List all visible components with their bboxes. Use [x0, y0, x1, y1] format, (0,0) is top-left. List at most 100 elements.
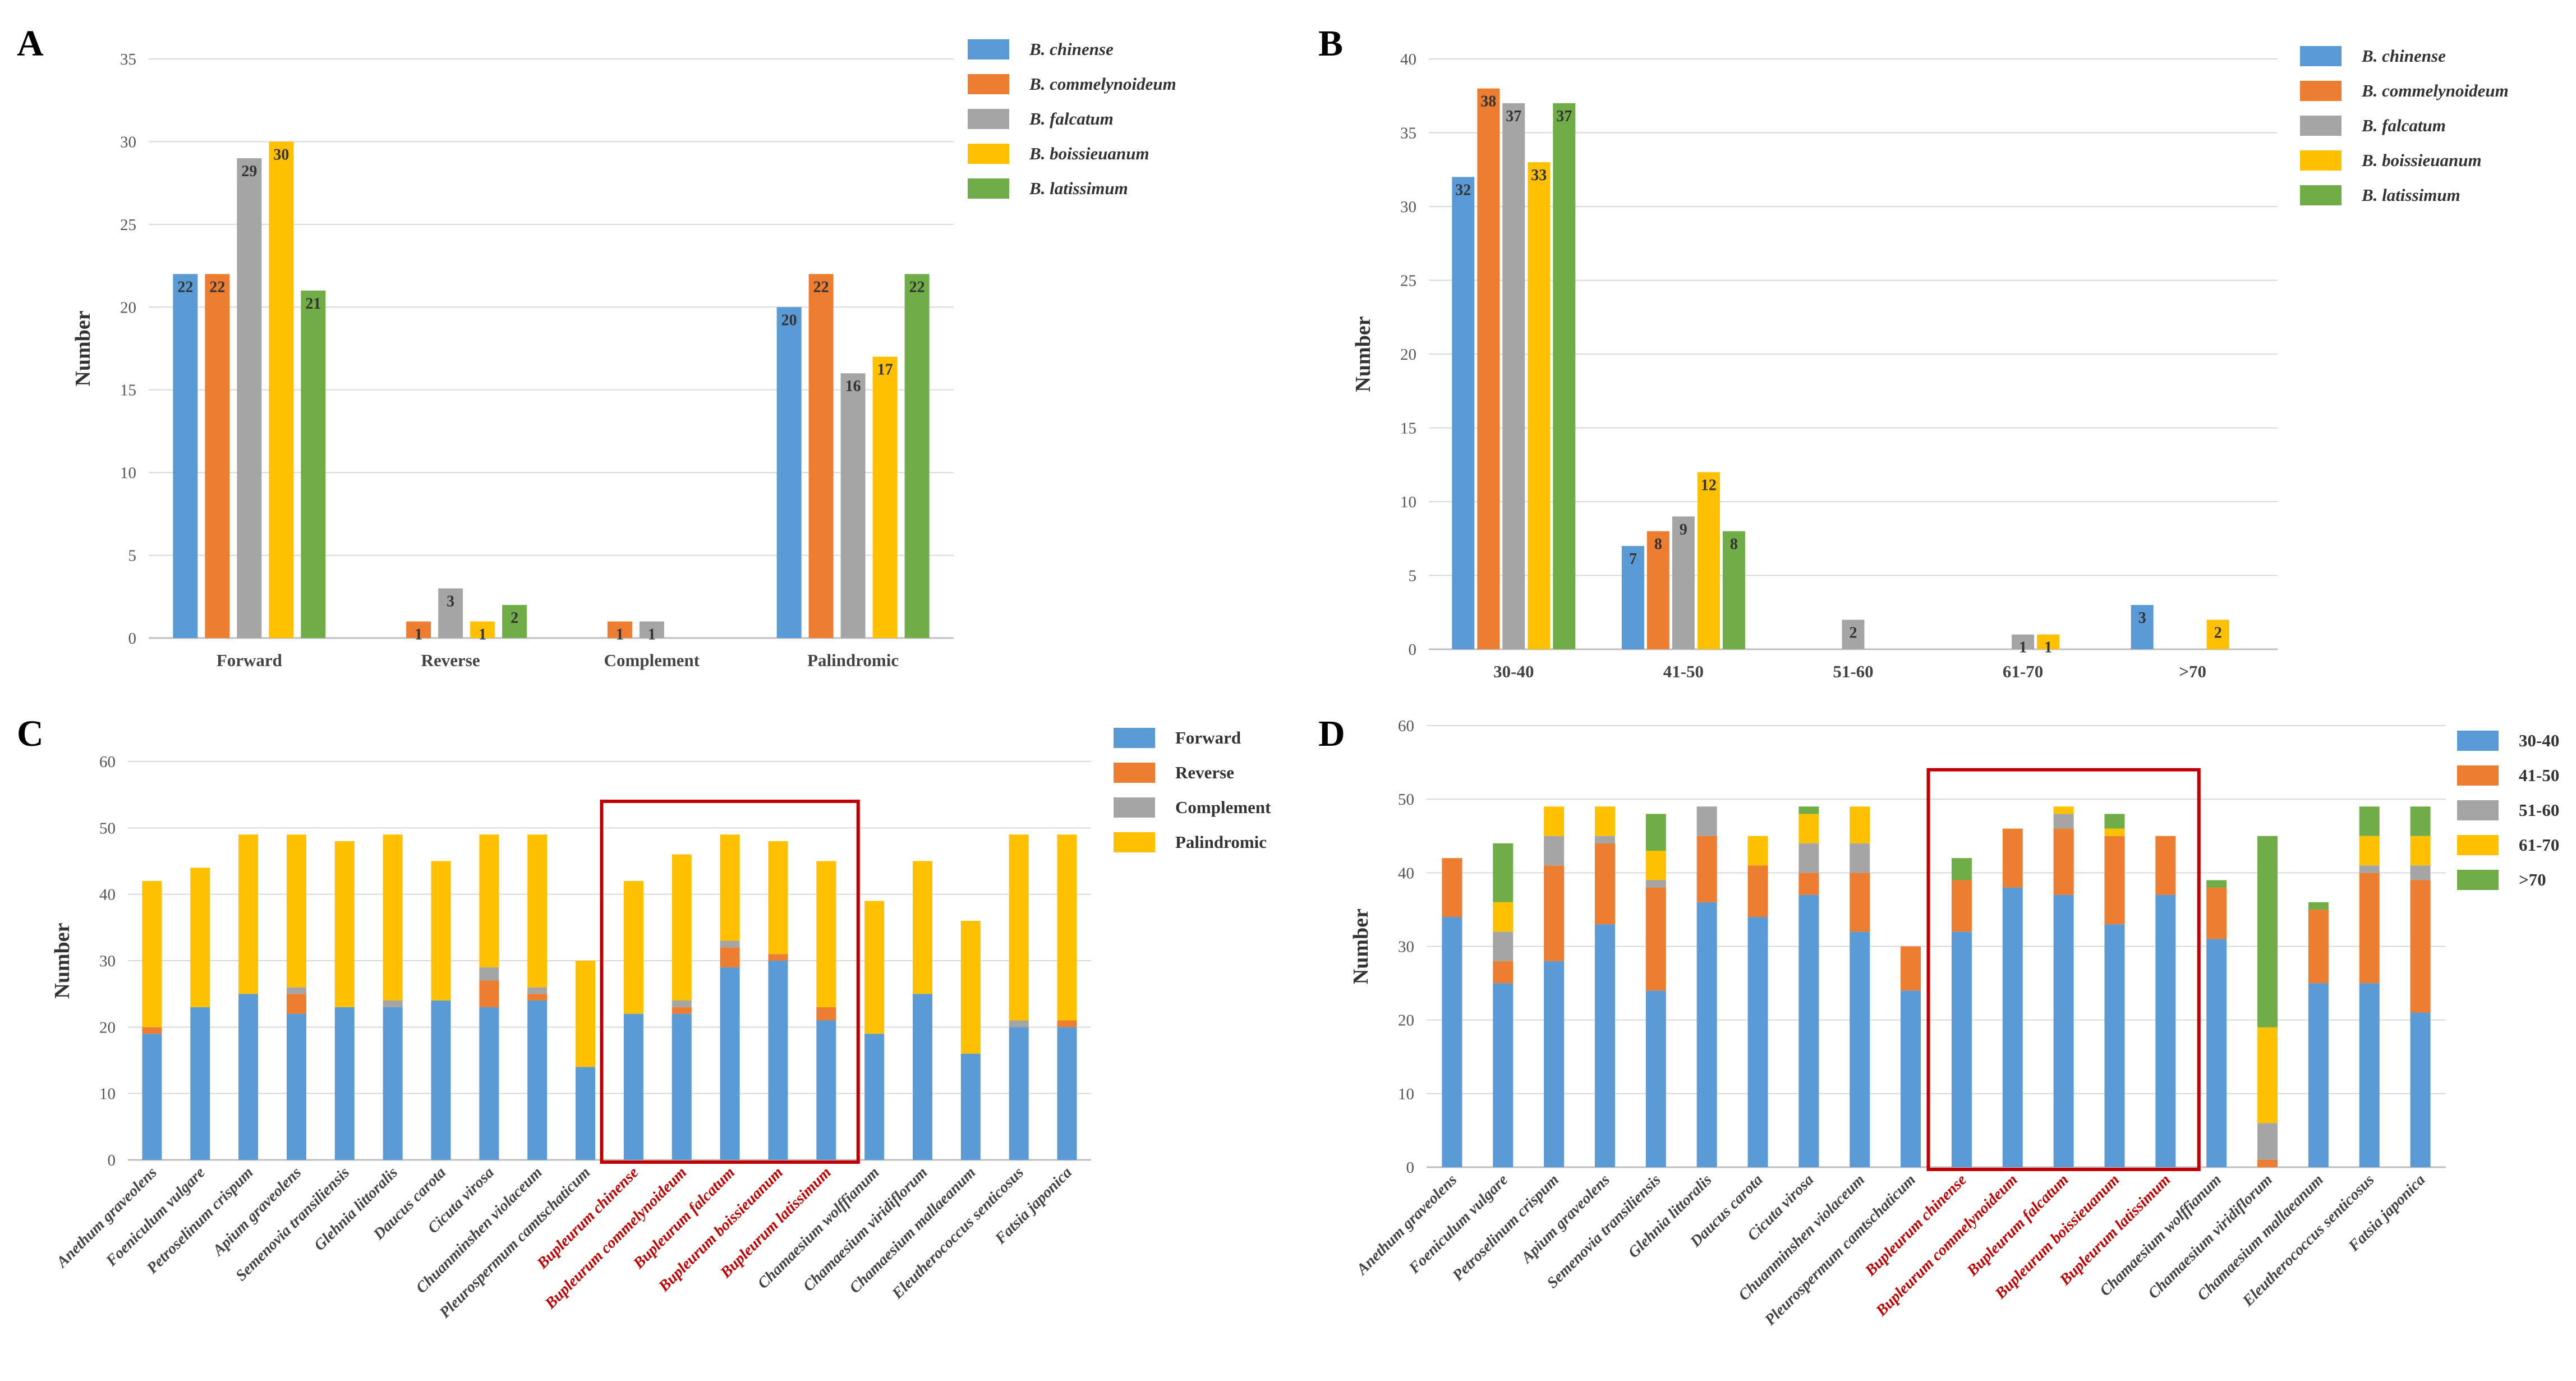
legend-a-item-latissimum: B. latissimum: [968, 178, 1128, 199]
y-tick-label-c: 50: [99, 819, 116, 837]
bar-segment-c: [1009, 1020, 1029, 1027]
y-tick-label-a: 5: [128, 547, 137, 565]
data-label-b: 38: [1480, 93, 1496, 111]
bar-segment-c: [768, 841, 788, 955]
bar-segment-c: [383, 1001, 403, 1007]
y-tick-label-b: 40: [1400, 51, 1416, 68]
bar-segment-d: [2155, 894, 2176, 1167]
bar-segment-c: [479, 1007, 499, 1160]
bar-segment-c: [623, 1013, 643, 1160]
y-tick-label-a: 0: [128, 630, 137, 648]
legend-swatch: [2457, 870, 2499, 890]
bar-segment-c: [720, 834, 740, 941]
y-tick-label-b: 15: [1400, 420, 1416, 438]
bar-segment-c: [479, 834, 499, 967]
legend-swatch: [2300, 116, 2342, 136]
bar-segment-d: [2053, 814, 2074, 829]
bar-a: [904, 274, 930, 638]
panel-a: A 0 5 10 15 20 25 30 35 Number Forward 22 22 29 30 21 R…: [0, 0, 1290, 690]
bar-segment-d: [1901, 990, 1921, 1167]
legend-swatch: [968, 109, 1009, 129]
bar-segment-c: [479, 980, 499, 1007]
legend-c-item-complement: Complement: [1114, 797, 1271, 818]
bar-segment-c: [286, 987, 306, 994]
bar-segment-d: [2257, 836, 2278, 1027]
bar-a: [470, 621, 495, 638]
bar-segment-d: [1850, 932, 1870, 1167]
bar-segment-d: [1798, 806, 1819, 814]
bar-segment-d: [2053, 828, 2074, 895]
bar-segment-c: [1057, 1020, 1077, 1027]
data-label-b: 9: [1680, 521, 1687, 538]
bar-a: [173, 274, 198, 638]
legend-b-item-falcatum: B. falcatum: [2300, 116, 2446, 136]
bar-segment-c: [286, 994, 306, 1014]
data-label-a: 22: [209, 278, 225, 296]
bar-segment-d: [1951, 932, 1972, 1167]
panel-d: D 0 10 20 30 40 50 60 Number Anethum graveolens F…: [1301, 690, 2576, 1381]
bar-a: [607, 621, 632, 638]
data-label-a: 17: [877, 361, 893, 379]
bar-a: [301, 290, 326, 638]
bar-segment-c: [671, 854, 692, 1001]
x-tick-label-d: Anethum graveolens: [1353, 1171, 1460, 1279]
x-tick-label-b: 61-70: [2003, 662, 2043, 681]
bar-segment-d: [1645, 850, 1666, 880]
y-tick-label-c: 0: [108, 1151, 116, 1169]
bar-segment-d: [2308, 983, 2329, 1167]
y-tick-label-d: 30: [1398, 938, 1414, 956]
bar-segment-d: [1594, 836, 1615, 843]
bar-segment-d: [2257, 1159, 2278, 1167]
bar-segment-c: [720, 940, 740, 948]
bar-segment-d: [2410, 836, 2431, 866]
bar-segment-d: [1747, 865, 1768, 917]
bar-segment-d: [2053, 806, 2074, 814]
legend-a-item-boissieuanum: B. boissieuanum: [968, 144, 1149, 164]
data-label-b: 2: [2214, 624, 2222, 641]
bar-a: [237, 158, 262, 638]
bar-segment-d: [1544, 961, 1565, 1167]
bar-segment-c: [334, 841, 355, 1007]
bar-segment-c: [1057, 1027, 1077, 1160]
bar-b: [1502, 103, 1525, 649]
bar-segment-d: [2257, 1027, 2278, 1123]
bar-segment-d: [2308, 909, 2329, 984]
bar-segment-d: [1442, 858, 1462, 917]
bar-segment-d: [2206, 880, 2227, 888]
chart-d: 0 10 20 30 40 50 60 Number Anethum graveolensFoe…: [1349, 717, 2446, 1329]
legend-b-item-commelynoideum: B. commelynoideum: [2300, 81, 2509, 101]
y-tick-label-c: 60: [99, 753, 116, 771]
data-label-a: 29: [241, 163, 257, 180]
bar-segment-d: [1747, 917, 1768, 1167]
bar-segment-c: [286, 1013, 306, 1160]
x-tick-label-c: Apium graveolens: [209, 1164, 305, 1260]
bar-b: [1842, 620, 1865, 649]
x-tick-label-d: Foeniculum vulgare: [1405, 1171, 1511, 1277]
bar-segment-c: [479, 967, 499, 981]
x-tick-label-a: Forward: [217, 650, 282, 670]
data-label-b: 7: [1629, 550, 1637, 568]
bar-segment-d: [1645, 814, 1666, 851]
bar-segment-c: [576, 961, 596, 1067]
legend-swatch: [1114, 832, 1155, 852]
legend-swatch: [2300, 81, 2342, 101]
bar-a: [808, 274, 834, 638]
legend-swatch: [968, 178, 1009, 199]
data-label-a: 2: [510, 609, 518, 627]
y-tick-label-c: 10: [99, 1085, 116, 1103]
y-tick-label-b: 20: [1400, 346, 1416, 364]
bar-segment-d: [1493, 961, 1514, 984]
x-tick-label-d: Apium graveolens: [1517, 1171, 1613, 1267]
legend-swatch: [2457, 800, 2499, 820]
y-tick-label-d: 0: [1406, 1159, 1415, 1177]
legend-swatch: [2300, 46, 2342, 66]
bar-b: [1672, 516, 1695, 649]
data-label-a: 16: [845, 378, 861, 395]
data-label-b: 33: [1531, 167, 1547, 184]
legend-a-item-chinense: B. chinense: [968, 39, 1114, 59]
bar-segment-c: [431, 861, 451, 1001]
y-tick-label-d: 10: [1398, 1085, 1414, 1103]
legend-c-item-reverse: Reverse: [1114, 763, 1234, 783]
y-tick-label-b: 30: [1400, 198, 1416, 216]
